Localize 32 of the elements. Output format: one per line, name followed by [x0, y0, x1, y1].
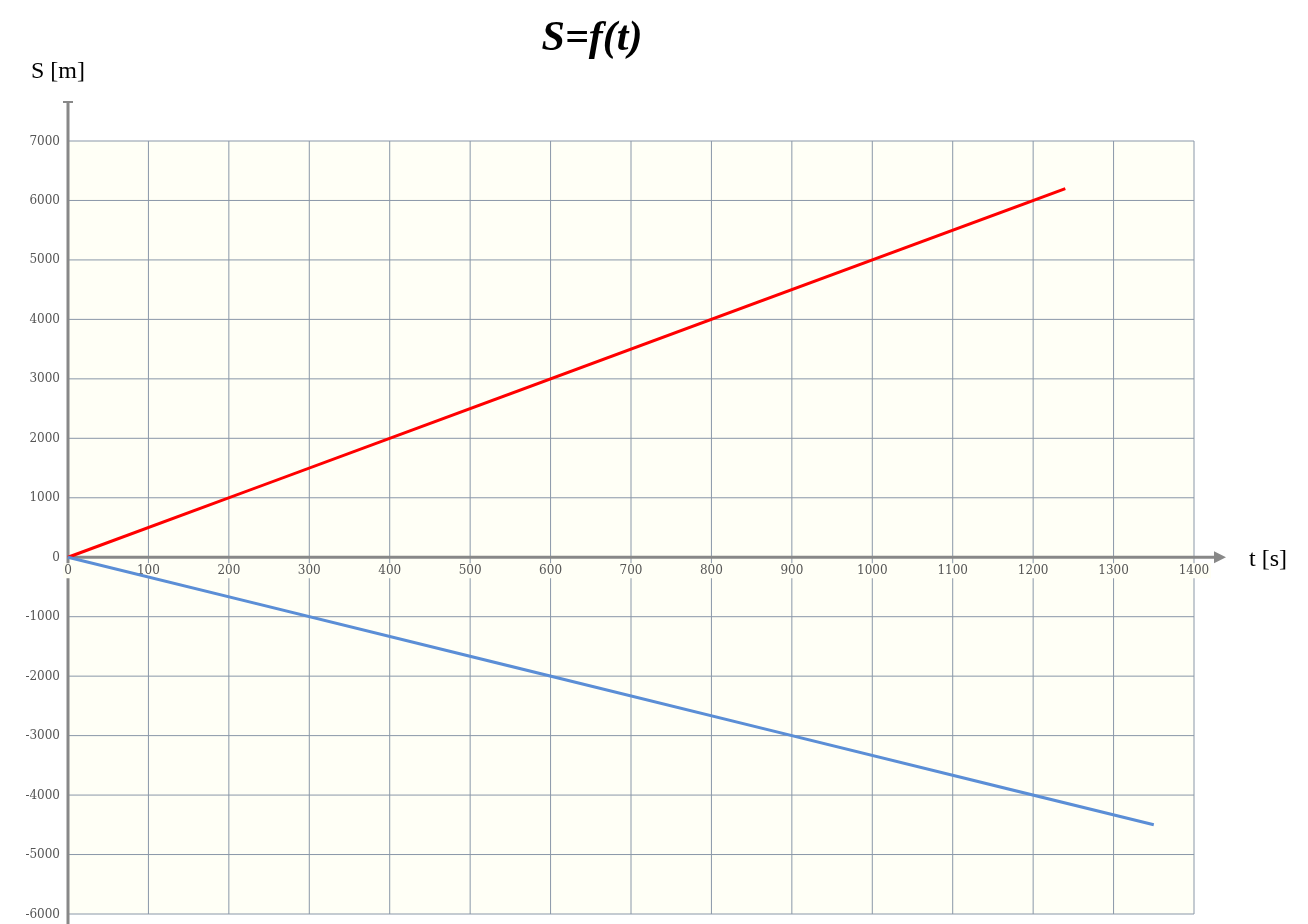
x-tick-label: 0: [64, 563, 72, 578]
x-tick-label: 1000: [857, 563, 888, 578]
x-tick-label: 100: [136, 563, 160, 578]
y-tick-label: 6000: [29, 192, 60, 207]
y-tick-label: -1000: [25, 609, 60, 624]
x-tick-label: 600: [539, 563, 563, 578]
y-tick-label: 4000: [29, 311, 60, 326]
x-tick-label: 500: [458, 563, 482, 578]
y-tick-label: -2000: [25, 668, 60, 683]
x-tick-label: 1400: [1178, 563, 1210, 578]
x-tick-label: 1200: [1017, 563, 1049, 578]
x-tick-label: 1100: [937, 563, 968, 578]
y-tick-label: 5000: [29, 252, 60, 267]
x-tick-label: 700: [619, 563, 643, 578]
y-tick-label: 2000: [29, 430, 60, 445]
y-tick-label: -6000: [25, 906, 60, 921]
y-tick-label: 3000: [29, 371, 60, 386]
chart-title: S=f(t): [541, 13, 643, 60]
x-tick-label: 1300: [1098, 563, 1129, 578]
x-tick-label: 400: [378, 563, 402, 578]
x-tick-label: 900: [780, 563, 804, 578]
y-tick-label: 7000: [29, 133, 60, 148]
x-tick-label: 800: [699, 563, 723, 578]
x-tick-label: 300: [297, 563, 321, 578]
x-tick-label: 200: [217, 563, 241, 578]
y-tick-label: -4000: [25, 787, 60, 802]
y-tick-label: 1000: [29, 490, 60, 505]
y-tick-label: 0: [52, 549, 60, 564]
x-axis-title: t [s]: [1249, 545, 1287, 572]
y-axis-title: S [m]: [31, 57, 85, 83]
y-tick-label: -5000: [25, 847, 60, 862]
y-tick-label: -3000: [25, 728, 60, 743]
